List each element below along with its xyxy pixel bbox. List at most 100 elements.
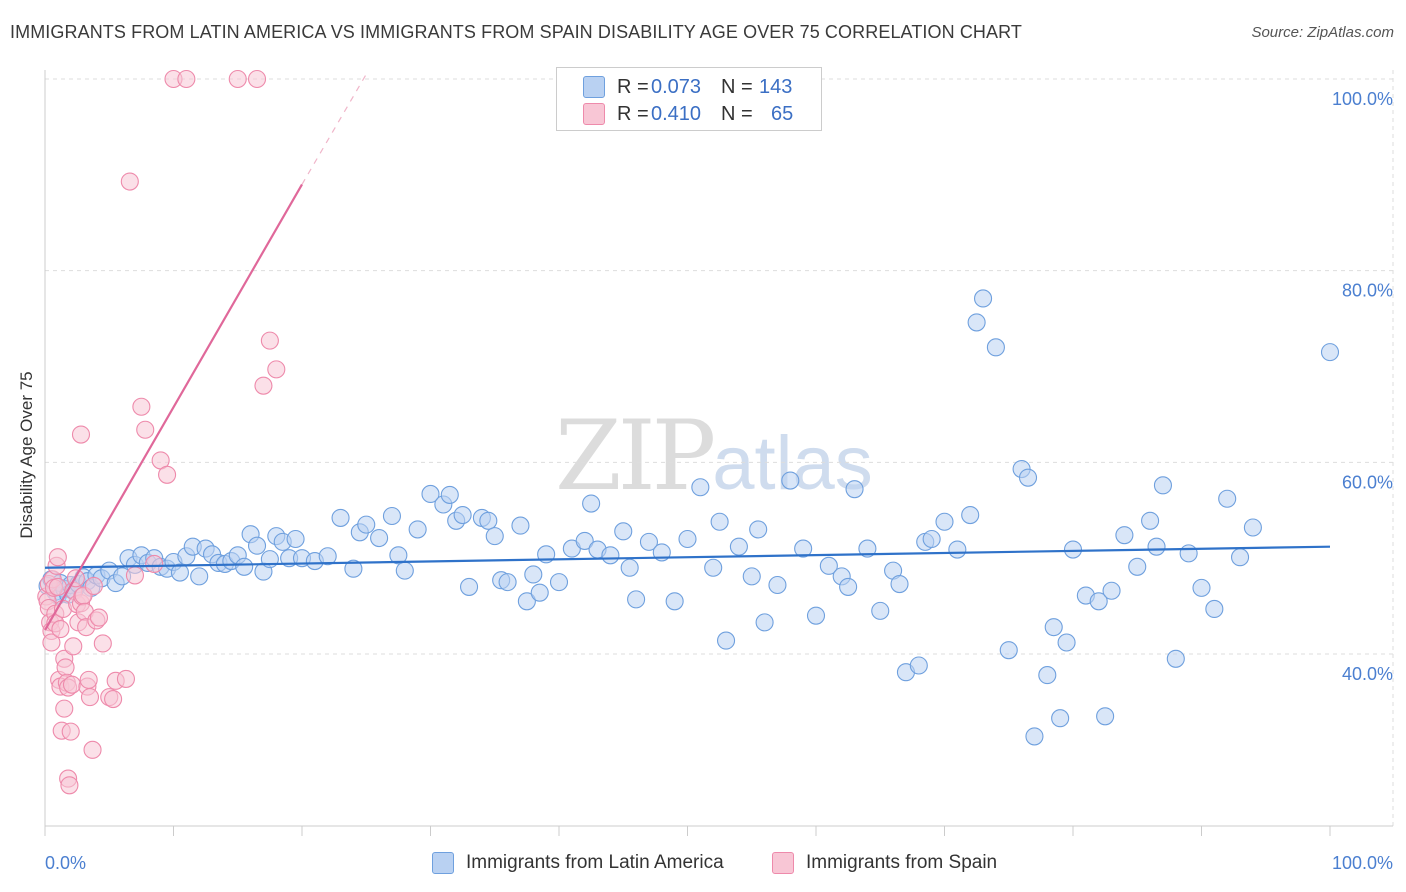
- point-spain: [93, 634, 112, 653]
- point-spain: [158, 465, 177, 484]
- point-latin-america: [170, 563, 189, 582]
- y-tick-label: 100.0%: [1332, 89, 1393, 109]
- point-latin-america: [665, 592, 684, 611]
- point-spain: [247, 69, 267, 89]
- point-latin-america: [858, 539, 877, 558]
- point-latin-america: [845, 480, 864, 499]
- point-latin-america: [1205, 599, 1224, 619]
- point-latin-america: [318, 547, 337, 566]
- point-latin-america: [382, 506, 402, 526]
- point-latin-america: [986, 338, 1005, 357]
- point-latin-america: [344, 559, 363, 578]
- point-spain: [48, 577, 67, 596]
- point-latin-america: [459, 577, 479, 596]
- point-spain: [104, 689, 123, 709]
- point-latin-america: [440, 485, 459, 504]
- series-swatch-pink: [772, 852, 794, 874]
- point-layer: [37, 69, 1340, 795]
- point-latin-america: [909, 656, 928, 675]
- y-tick-label: 40.0%: [1342, 664, 1393, 684]
- point-latin-america: [948, 540, 967, 559]
- point-latin-america: [1231, 548, 1250, 567]
- point-spain: [228, 69, 247, 89]
- point-latin-america: [620, 558, 639, 577]
- legend-r-label: R =: [617, 102, 649, 125]
- point-latin-america: [421, 484, 440, 504]
- point-spain: [60, 776, 79, 795]
- trend-line-latin-america: [44, 545, 1331, 569]
- point-latin-america: [190, 567, 209, 586]
- source-label: Source: ZipAtlas.com: [1251, 24, 1394, 41]
- point-latin-america: [1057, 633, 1076, 652]
- point-latin-america: [1115, 526, 1134, 545]
- point-spain: [80, 688, 100, 707]
- point-spain: [116, 669, 136, 688]
- series-legend: Immigrants from Latin America Immigrants…: [0, 852, 1406, 878]
- point-latin-america: [408, 520, 427, 539]
- point-latin-america: [614, 522, 633, 541]
- point-latin-america: [498, 573, 517, 592]
- point-latin-america: [1044, 618, 1063, 637]
- point-latin-america: [235, 557, 254, 576]
- point-latin-america: [794, 539, 813, 558]
- x-tick-label: 100.0%: [1332, 853, 1393, 873]
- point-spain: [48, 548, 67, 567]
- point-spain: [64, 637, 83, 656]
- point-latin-america: [530, 583, 549, 602]
- point-latin-america: [999, 641, 1018, 660]
- point-latin-america: [331, 508, 350, 527]
- point-spain: [55, 699, 74, 718]
- watermark-zip: ZIP: [555, 400, 716, 512]
- legend-row-spain: R = 0.410 N = 65: [583, 102, 793, 126]
- y-tick-label: 80.0%: [1342, 281, 1393, 301]
- chart-title: IMMIGRANTS FROM LATIN AMERICA VS IMMIGRA…: [10, 22, 1022, 42]
- point-latin-america: [1089, 592, 1108, 611]
- point-spain: [84, 576, 103, 596]
- point-latin-america: [1218, 489, 1237, 508]
- point-latin-america: [768, 575, 787, 595]
- point-latin-america: [749, 520, 768, 539]
- point-spain: [120, 172, 139, 191]
- point-spain: [136, 420, 155, 439]
- point-latin-america: [704, 558, 723, 577]
- point-latin-america: [1038, 666, 1057, 685]
- point-latin-america: [1153, 476, 1172, 495]
- zipatlas-watermark: ZIPatlas: [555, 400, 873, 512]
- trend-layer: [44, 73, 1331, 631]
- point-latin-america: [370, 528, 389, 548]
- point-latin-america: [549, 573, 569, 592]
- point-spain: [254, 376, 273, 395]
- point-latin-america: [1192, 578, 1211, 597]
- point-latin-america: [1166, 649, 1185, 668]
- series-legend-latin-america: Immigrants from Latin America: [432, 852, 724, 874]
- point-latin-america: [1025, 727, 1044, 746]
- point-latin-america: [922, 529, 941, 549]
- point-latin-america: [1018, 468, 1038, 487]
- point-latin-america: [755, 613, 774, 632]
- point-latin-america: [395, 561, 414, 580]
- correlation-legend: R = 0.073 N = 143 R = 0.410 N = 65: [556, 67, 822, 131]
- point-latin-america: [575, 531, 594, 550]
- point-latin-america: [1141, 511, 1160, 530]
- point-latin-america: [967, 313, 986, 332]
- point-latin-america: [781, 471, 800, 490]
- trend-line-spain: [44, 183, 303, 631]
- legend-n-value: 65: [771, 102, 794, 125]
- point-latin-america: [524, 565, 543, 584]
- point-latin-america: [819, 556, 838, 575]
- point-latin-america: [517, 592, 536, 611]
- tick-label-layer: 40.0% 60.0% 80.0% 100.0% 0.0% 100.0%: [45, 89, 1393, 873]
- point-spain: [125, 566, 144, 585]
- legend-r-value: 0.410: [651, 102, 702, 125]
- point-latin-america: [1243, 518, 1262, 537]
- point-latin-america: [678, 529, 697, 549]
- point-latin-america: [1320, 343, 1340, 362]
- y-tick-label: 60.0%: [1342, 472, 1393, 492]
- legend-swatch-pink: [583, 103, 605, 125]
- point-latin-america: [1096, 707, 1115, 726]
- point-latin-america: [627, 590, 646, 609]
- point-latin-america: [716, 631, 736, 650]
- point-latin-america: [511, 516, 530, 535]
- point-latin-america: [973, 289, 993, 308]
